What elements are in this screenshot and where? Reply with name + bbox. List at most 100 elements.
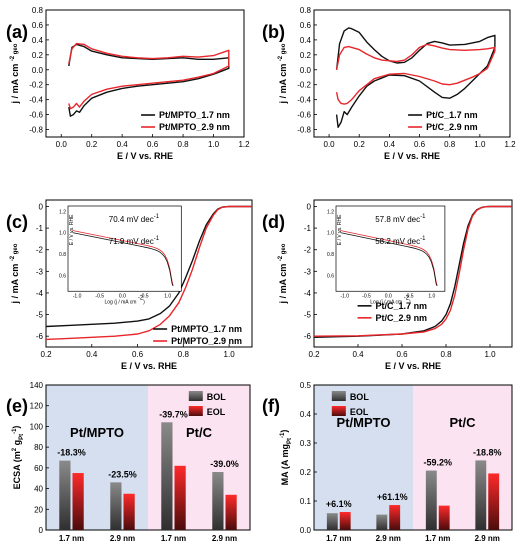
inset-x-tick: 0.0 [119,293,126,299]
tafel-inset: -1.0 -0.5 0.0 0.5 1.0 0.6 0.8 1.0 1.2 Log (j / mA… [327,205,446,305]
change-label: +6.1% [326,499,352,509]
inset-frame [335,205,446,292]
x-tick-label: 1.2 [238,140,250,149]
bar-bol [376,514,388,530]
change-label: -59.2% [423,458,452,468]
panel-d: 0.2 0.4 0.6 0.8 1.0 -6 -5 -4 -3 -2 -1 0 E / V vs. RH… [278,199,513,371]
y-tick-label: -0.6 [297,111,311,120]
plot-frame [313,199,513,348]
x-tick-label: 0.6 [132,350,144,359]
y-tick-label: -1 [36,224,44,233]
y-tick-label: -3 [304,267,312,276]
inset-y-label: E / V vs. RHE [69,214,75,245]
legend: Pt/MPTO_1.7 nm Pt/MPTO_2.9 nm [141,110,230,132]
change-label: -39.0% [210,459,239,469]
bar-eol [389,505,401,530]
x-tick-label: 0.2 [354,140,366,149]
legend-entry: Pt/MPTO_2.9 nm [171,336,242,346]
y-axis-label: j / mA cm -2 geo [10,243,20,304]
y-tick-label: 60 [34,464,43,473]
change-label: -23.5% [108,469,137,479]
y-tick-label: 120 [30,402,44,411]
y-tick-label: -2 [304,246,312,255]
x-category-label: 1.7 nm [326,534,351,543]
change-label: -18.3% [57,448,86,458]
x-tick-label: 0.0 [324,140,336,149]
y-tick-label: -2 [36,246,44,255]
x-tick-label: 1.0 [224,350,236,359]
legend-entry: Pt/MPTO_1.7 nm [159,110,230,120]
x-tick-label: 0.6 [414,140,426,149]
plot-frame [45,9,245,138]
inset-x-tick: 1.0 [428,293,435,299]
x-tick-label: 1.0 [474,140,486,149]
x-category-label: 1.7 nm [59,534,84,543]
bar-bol [161,422,173,530]
inset-curve-black [72,232,174,287]
change-label: +61.1% [377,492,408,502]
y-tick-label: 0.0 [32,66,44,75]
panel-label: (b) [262,22,285,42]
inset-curve-red [340,230,438,286]
inset-x-tick: 0.5 [407,293,414,299]
inset-y-tick: 0.8 [327,252,334,258]
x-category-label: 2.9 nm [212,534,237,543]
legend-entry: Pt/C_2.9 nm [376,313,428,323]
legend-entry: Pt/C_1.7 nm [376,301,428,311]
bar-bol [326,513,338,530]
x-tick-label: 1.0 [208,140,220,149]
y-tick-label: 0.8 [32,6,44,15]
y-tick-label: 0.0 [300,526,312,535]
legend-swatch [331,391,346,401]
inset-y-tick: 0.8 [59,252,66,258]
tafel-inset: -1.0 -0.5 0.0 0.5 1.0 0.6 0.8 1.0 1.2 Log (j / mA… [59,205,182,305]
series-line-1 [335,27,496,129]
y-tick-label: -6 [36,332,44,341]
panel-label: (f) [262,396,280,416]
inset-x-label: Log (j / mA cm -2) [104,295,145,305]
inset-x-tick: -0.5 [362,293,371,299]
inset-frame [67,205,182,292]
bar-bol [110,482,122,530]
legend-entry: Pt/MPTO_1.7 nm [171,324,242,334]
bar-eol [488,473,500,530]
legend-entry: EOL [350,407,369,417]
legend: Pt/MPTO_1.7 nm Pt/MPTO_2.9 nm [153,324,242,346]
y-tick-label: -0.8 [29,126,43,135]
y-tick-label: 0.5 [300,381,312,390]
inset-y-tick: 1.0 [327,231,334,237]
y-tick-label: -0.2 [29,81,43,90]
y-axis-label: j / mA cm -2 geo [278,43,288,104]
panel-label: (c) [6,212,28,232]
y-tick-label: 0.8 [300,6,312,15]
y-tick-label: -4 [304,289,312,298]
y-tick-label: 0.2 [300,468,312,477]
y-tick-label: 0.6 [32,21,44,30]
bar-eol [72,473,84,530]
y-tick-label: 0.2 [300,51,312,60]
series-line-2 [45,205,252,341]
inset-y-tick: 0.6 [59,273,66,279]
y-tick-label: 0.2 [32,51,44,60]
x-tick-label: 0.4 [117,140,129,149]
inset-x-tick: 0.0 [385,293,392,299]
tafel-slope-label: 58.2 mV dec-1 [375,236,426,246]
y-tick-label: 0.4 [300,36,312,45]
panel-b: 0.0 0.2 0.4 0.6 0.8 1.0 1.2 -0.8 -0.6 -0.4 -0.2 0.0… [278,6,516,161]
y-axis-label: j / mA cm -2 geo [10,43,20,104]
group-label: Pt/MPTO [70,425,124,440]
x-tick-label: 0.0 [56,140,68,149]
legend-entry: BOL [350,392,370,402]
x-category-label: 2.9 nm [376,534,401,543]
bar-eol [123,493,135,530]
x-tick-label: 0.8 [178,350,190,359]
x-tick-label: 0.8 [440,350,452,359]
x-tick-label: 0.2 [40,350,52,359]
y-tick-label: 80 [34,443,43,452]
legend-entry: BOL [207,392,227,402]
panel-c: 0.2 0.4 0.6 0.8 1.0 -6 -5 -4 -3 -2 -1 0 E / V vs. RH… [10,199,253,371]
x-axis-label: E / V vs. RHE [385,361,441,371]
y-axis-label: MA (A mgPt-1) [279,430,293,486]
inset-x-tick: 0.5 [142,293,149,299]
change-label: -18.8% [473,447,502,457]
